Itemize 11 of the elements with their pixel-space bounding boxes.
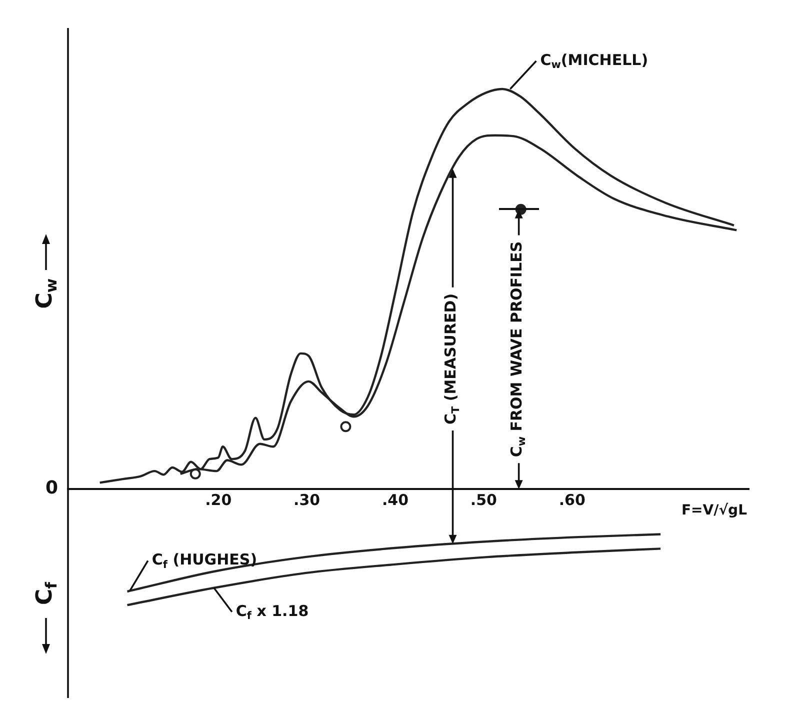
x-tick-label: .40 (382, 490, 409, 509)
text: Cf (32, 582, 61, 605)
x-axis-title: F=V/√gL (681, 502, 748, 519)
annotation: CT (MEASURED) (442, 293, 462, 425)
x-tick-label: .30 (294, 490, 320, 509)
x-tick-label: .20 (205, 490, 232, 509)
x-tick-label: .60 (558, 490, 586, 509)
x-tick-label: .50 (470, 490, 497, 509)
annotation: Cw FROM WAVE PROFILES (508, 241, 528, 458)
y-axis-title: Cw (32, 278, 61, 309)
text: 0 (45, 478, 58, 499)
